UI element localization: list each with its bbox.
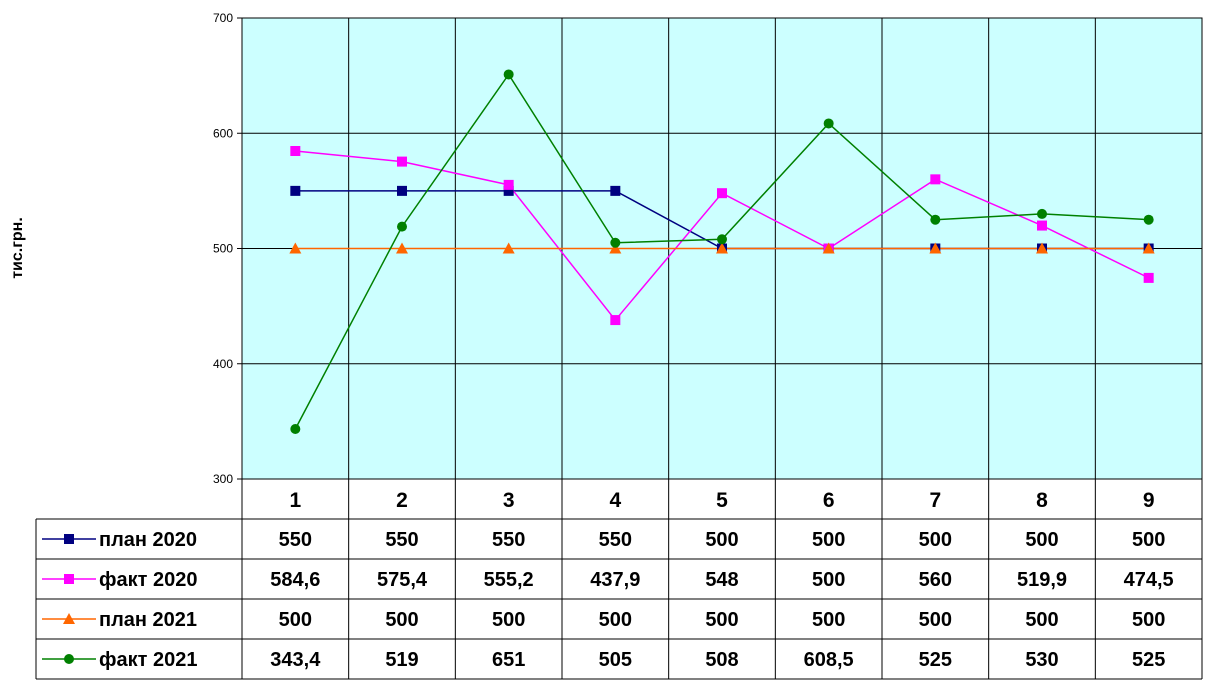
data-point: [929, 242, 942, 254]
data-point: [609, 242, 622, 254]
data-point: [823, 118, 834, 129]
category-label: 1: [289, 489, 301, 512]
category-label: 7: [929, 489, 941, 512]
category-label: 4: [609, 489, 621, 512]
table-cell: 437,9: [590, 569, 640, 591]
legend-series-name: план 2020: [99, 529, 197, 551]
data-point: [503, 179, 514, 190]
y-tick-label: 500: [213, 242, 233, 256]
data-point: [1037, 220, 1047, 231]
y-axis-label: тис.грн.: [9, 217, 26, 279]
data-point: [290, 423, 301, 434]
data-point: [1037, 208, 1047, 219]
y-tick-label: 300: [213, 472, 233, 486]
table-cell: 500: [1132, 529, 1165, 551]
y-axis-ticks: 300 400 500 600 700: [213, 11, 233, 486]
y-tick-label: 400: [213, 357, 233, 371]
category-label: 6: [823, 489, 835, 512]
table-cell: 500: [705, 529, 738, 551]
table-cell: 474,5: [1124, 569, 1174, 591]
data-point: [1036, 242, 1048, 254]
table-cell: 500: [1132, 609, 1165, 631]
table-cell: 525: [1132, 649, 1165, 671]
data-point: [397, 221, 407, 232]
table-cell: 343,4: [270, 649, 321, 671]
table-cell: 500: [812, 609, 845, 631]
table-cell: 519: [385, 649, 418, 671]
table-cell: 500: [279, 609, 312, 631]
table-cell: 500: [1025, 609, 1058, 631]
data-point: [396, 242, 408, 254]
table-cell: 500: [705, 609, 738, 631]
series-markers: [289, 69, 1155, 434]
data-point: [503, 69, 514, 80]
data-point: [290, 185, 301, 196]
data-point: [717, 188, 727, 199]
table-cell: 519,9: [1017, 569, 1067, 591]
table-cell: 584,6: [270, 569, 320, 591]
category-label: 2: [396, 489, 408, 512]
data-point: [397, 156, 407, 167]
table-cell: 550: [599, 529, 632, 551]
table-cell: 505: [599, 649, 632, 671]
category-label: 8: [1036, 489, 1048, 512]
legend-key-marker: [64, 574, 74, 584]
category-label: 9: [1143, 489, 1155, 512]
legend-key-marker: [63, 613, 75, 624]
data-point: [290, 145, 301, 156]
data-point: [716, 242, 728, 254]
data-point: [610, 315, 621, 326]
category-label: 3: [503, 489, 515, 512]
table-cell: 550: [385, 529, 418, 551]
data-point: [1143, 214, 1154, 225]
data-point: [289, 242, 302, 254]
data-point: [610, 185, 621, 196]
table-cell: 500: [812, 569, 845, 591]
data-point: [1143, 272, 1154, 283]
table-cell: 500: [919, 529, 952, 551]
table-cell: 575,4: [377, 569, 428, 591]
table-cell: 608,5: [804, 649, 854, 671]
data-point: [610, 237, 621, 248]
data-point: [930, 174, 941, 185]
table-cell: 550: [279, 529, 312, 551]
table-cell: 500: [492, 609, 525, 631]
legend-series-name: факт 2020: [99, 569, 197, 591]
table-cell: 508: [705, 649, 738, 671]
data-point: [503, 185, 514, 196]
legend-series-name: факт 2021: [99, 649, 197, 671]
legend-key-marker: [64, 534, 74, 544]
y-tick-label: 700: [213, 11, 233, 25]
data-table: 1 2 3 4 5 6 7 8 9 план 2020 550 550 550 550 500 500 500 5…: [35, 479, 1203, 680]
legend-key-marker: [64, 654, 74, 664]
data-point: [822, 242, 835, 254]
table-cell: 560: [919, 569, 952, 591]
table-cell: 548: [705, 569, 738, 591]
table-cell: 500: [1025, 529, 1058, 551]
table-cell: 500: [385, 609, 418, 631]
table-cell: 500: [599, 609, 632, 631]
table-cell: 530: [1025, 649, 1058, 671]
table-cell: 555,2: [484, 569, 534, 591]
data-point: [397, 185, 407, 196]
table-cell: 651: [492, 649, 525, 671]
legend-series-name: план 2021: [99, 609, 197, 631]
table-cell: 500: [812, 529, 845, 551]
table-cell: 550: [492, 529, 525, 551]
y-tick-label: 600: [213, 126, 233, 140]
data-point: [930, 214, 941, 225]
data-point: [717, 234, 727, 245]
category-label: 5: [716, 489, 728, 512]
table-cell: 525: [919, 649, 952, 671]
data-point: [1142, 242, 1155, 254]
data-point: [502, 242, 515, 254]
table-cell: 500: [919, 609, 952, 631]
